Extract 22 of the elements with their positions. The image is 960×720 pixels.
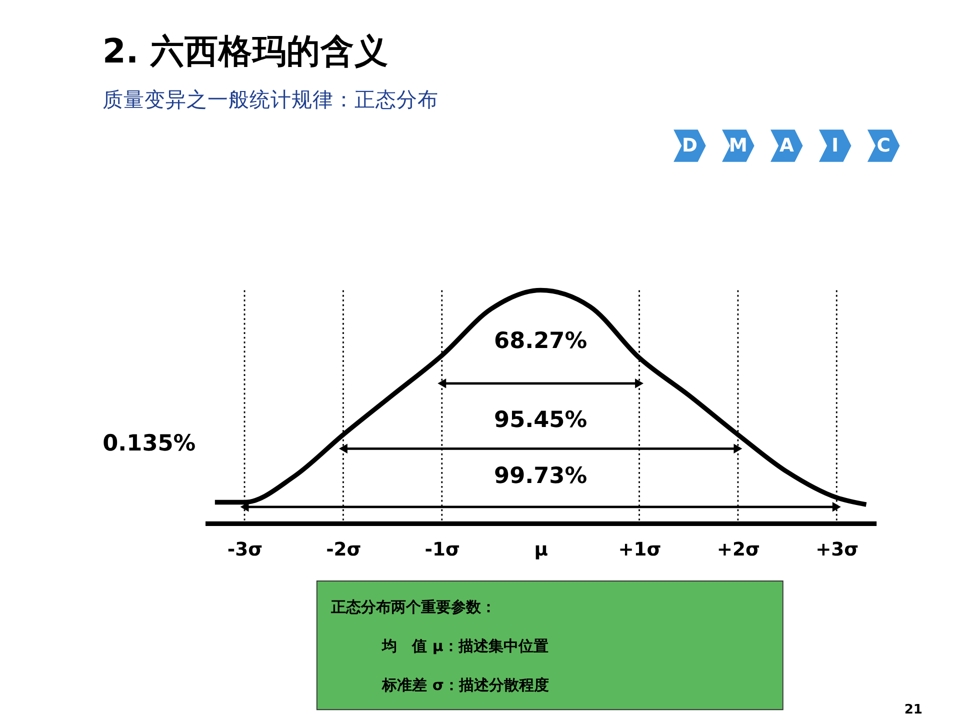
text: M <box>728 135 748 156</box>
annotation: 99.73% <box>494 463 588 490</box>
x-tick-label: -3σ <box>227 539 263 560</box>
chart-subtitle: 质量变异之一般统计规律：正态分布 <box>102 87 439 112</box>
text: 标准差 σ：描述分散程度 <box>381 676 549 694</box>
x-tick-label: +2σ <box>716 539 760 560</box>
x-tick-label: -2σ <box>326 539 362 560</box>
annotation: 95.45% <box>494 407 588 434</box>
x-tick-label: -1σ <box>424 539 460 560</box>
text: 0.135% <box>102 430 196 457</box>
text: 均 值 μ：描述集中位置 <box>381 636 548 655</box>
text: 正态分布两个重要参数： <box>330 598 496 616</box>
x-tick-label: +1σ <box>618 539 662 560</box>
text: D <box>682 135 698 156</box>
text: I <box>832 135 839 156</box>
text: 21 <box>904 702 922 718</box>
x-tick-label: +3σ <box>816 539 859 560</box>
annotation: 68.27% <box>494 328 588 354</box>
chart-title: 2. 六西格玛的含义 <box>102 32 388 70</box>
text: A <box>779 135 794 156</box>
x-tick-label: μ <box>534 539 548 560</box>
text: C <box>876 135 890 156</box>
